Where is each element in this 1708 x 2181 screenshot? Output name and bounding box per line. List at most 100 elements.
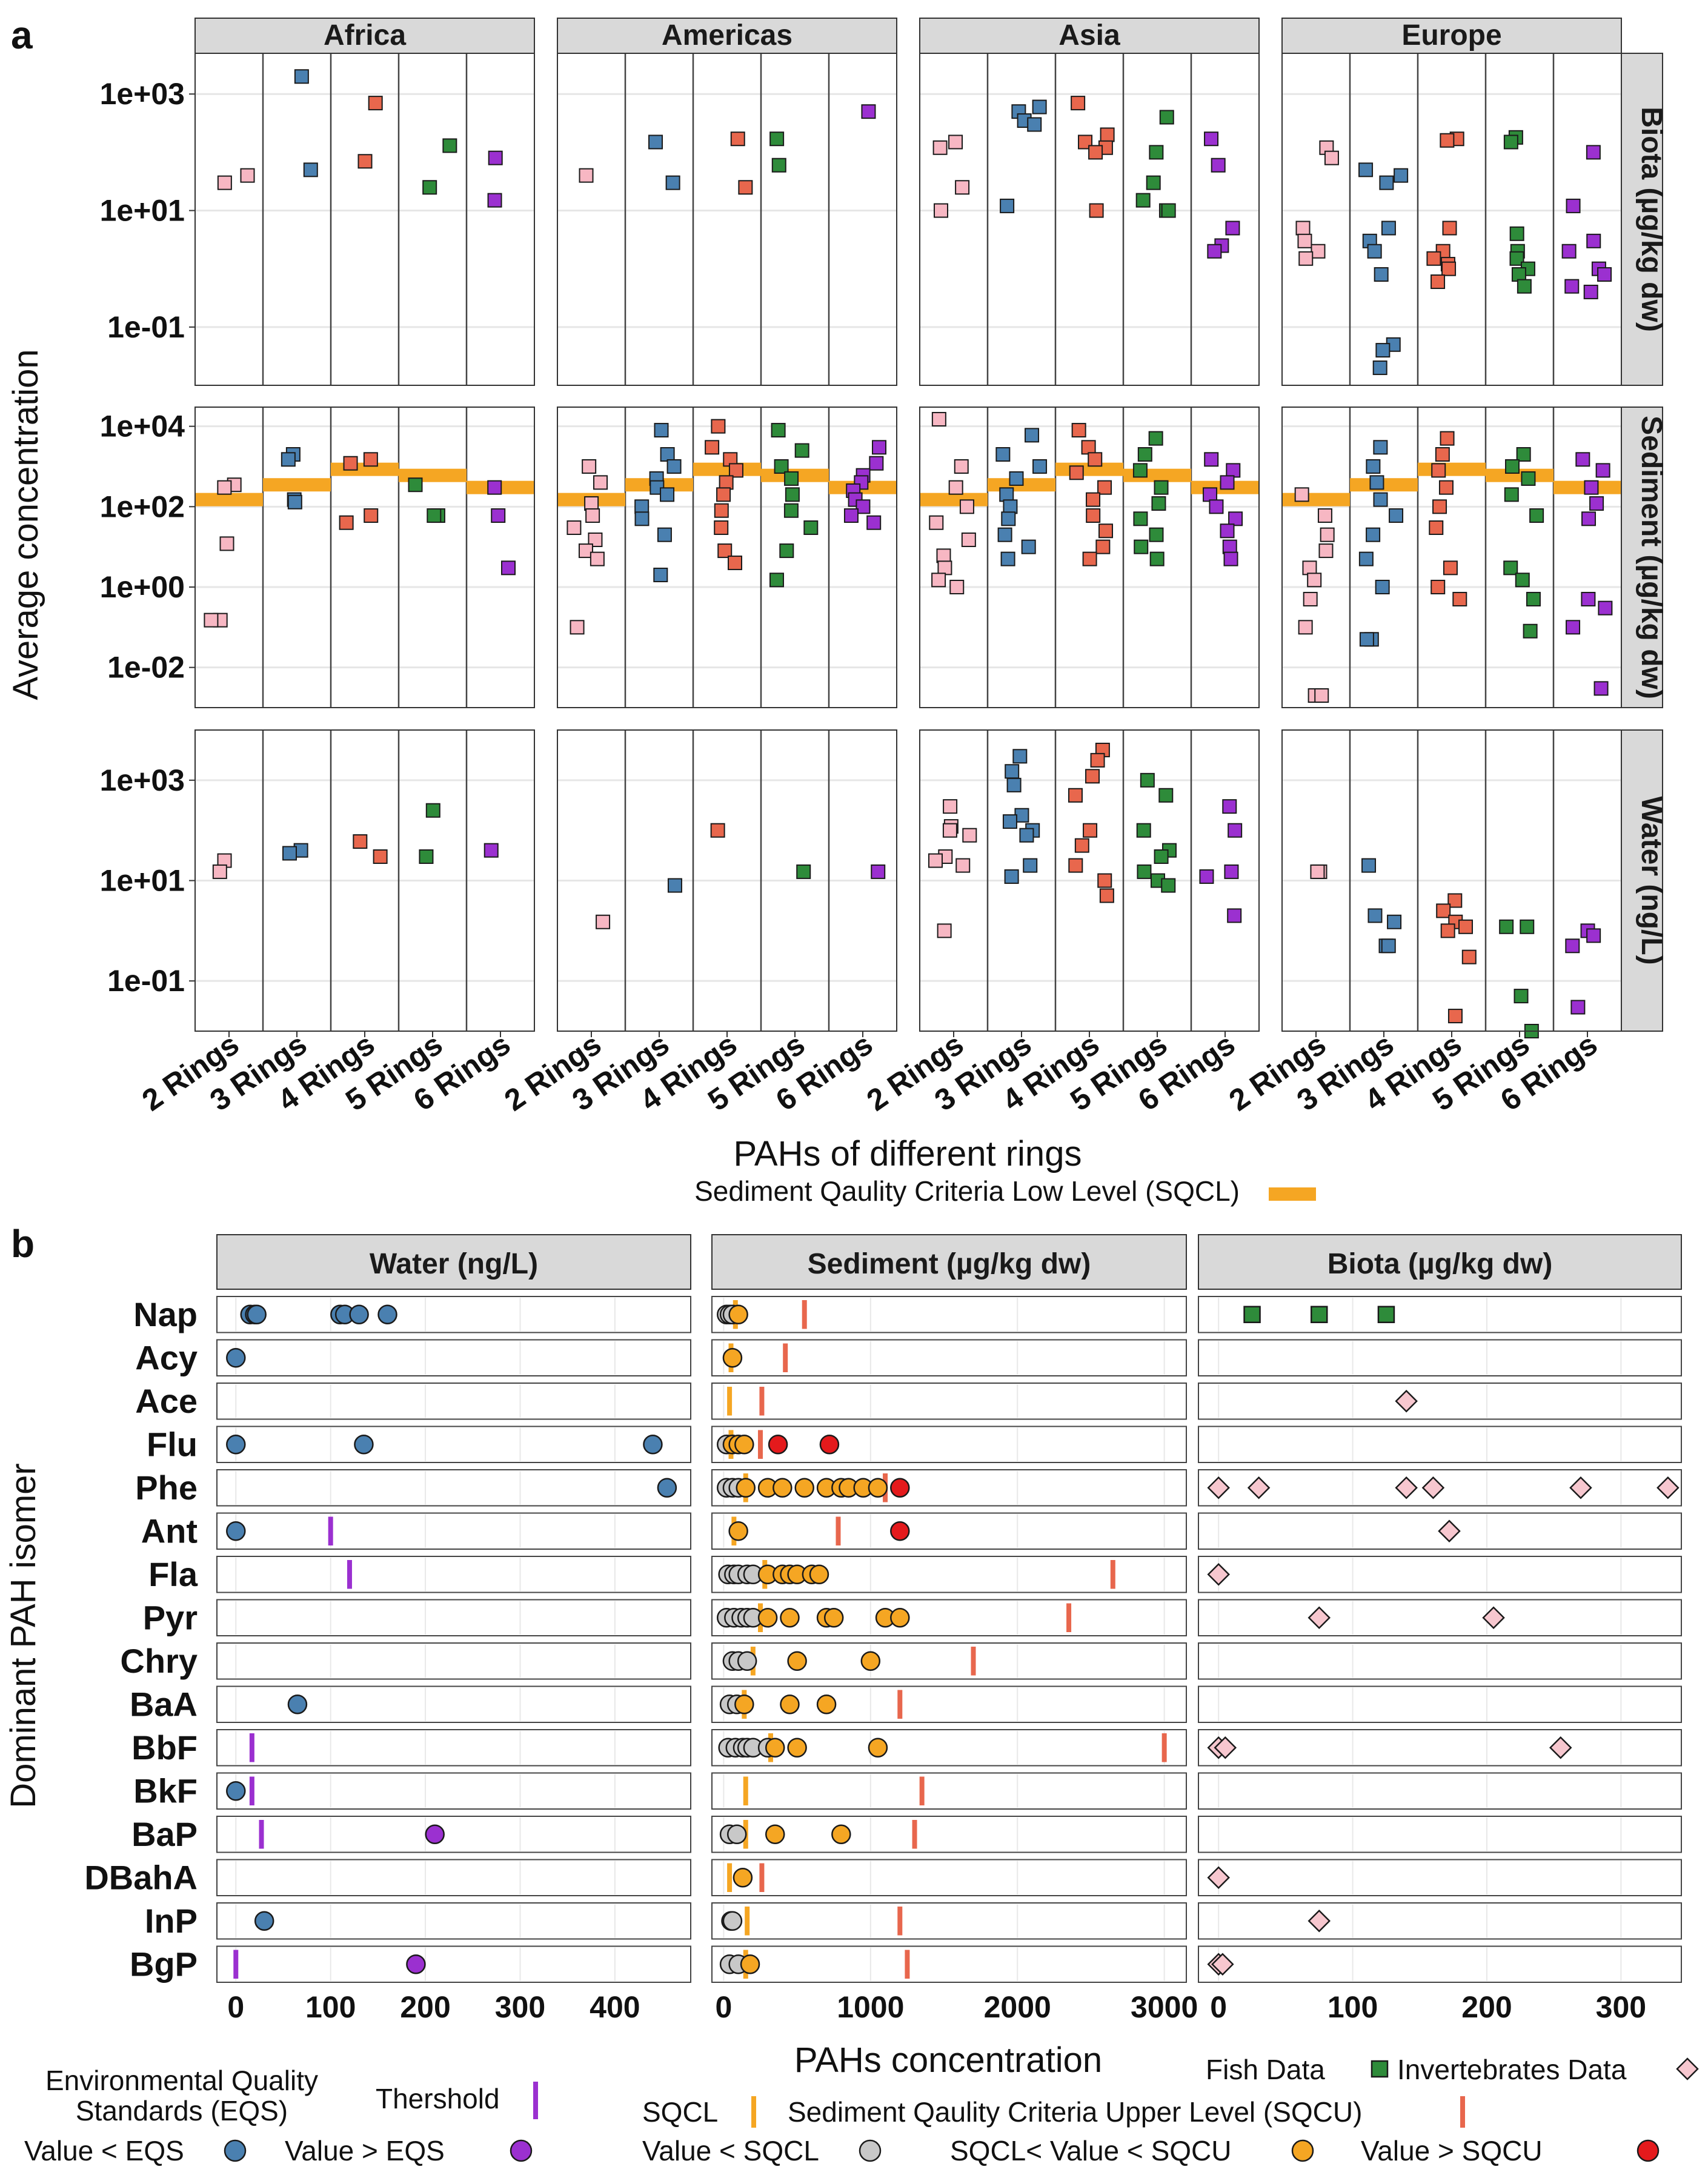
data-point — [1369, 475, 1384, 490]
data-point — [738, 180, 753, 195]
eqs-threshold-line — [249, 1776, 254, 1805]
data-point — [666, 459, 682, 474]
legend-value-gt-eqs: Value > EQS — [285, 2135, 445, 2166]
data-point — [1099, 888, 1114, 903]
legend-value-between: SQCL< Value < SQCU — [950, 2135, 1231, 2166]
water-point — [226, 1521, 246, 1541]
data-point — [948, 480, 963, 495]
isomer-row-box — [711, 1685, 1187, 1723]
data-point — [1317, 508, 1332, 523]
isomer-label: Fla — [148, 1555, 198, 1593]
data-point — [1154, 480, 1169, 495]
data-point — [1438, 480, 1454, 495]
data-point — [717, 543, 733, 559]
data-point — [771, 423, 786, 438]
isomer-label: Flu — [147, 1425, 198, 1463]
sediment-point — [780, 1695, 800, 1715]
data-point — [774, 459, 789, 474]
isomer-label: Phe — [135, 1469, 198, 1507]
sqcu-line — [759, 1863, 765, 1892]
data-point — [1069, 465, 1084, 480]
data-point — [871, 864, 886, 879]
data-point — [212, 864, 227, 879]
data-point — [1204, 131, 1219, 147]
sqcl-line — [727, 1863, 733, 1892]
sediment-point — [819, 1435, 840, 1455]
legend-invertebrates: Invertebrates Data — [1397, 2054, 1627, 2085]
data-point — [1140, 772, 1155, 788]
data-point — [1012, 749, 1028, 764]
data-point — [1223, 551, 1238, 566]
data-point — [1373, 492, 1388, 507]
data-point — [1521, 471, 1536, 486]
sediment-point — [765, 1738, 785, 1758]
sediment-point — [726, 1824, 747, 1844]
data-point — [665, 175, 680, 190]
legend-value-gt-eqs-key — [510, 2139, 533, 2162]
data-point — [783, 503, 799, 518]
data-point — [1503, 134, 1518, 150]
data-point — [634, 499, 650, 514]
data-point — [483, 843, 499, 858]
legend-eqs-line1: Environmental Quality — [45, 2065, 318, 2096]
data-point — [660, 447, 675, 462]
sqcl-bar — [1282, 493, 1350, 506]
data-point — [866, 515, 882, 530]
data-point — [1503, 560, 1518, 576]
data-point — [1584, 480, 1599, 495]
sqcu-line — [802, 1300, 807, 1329]
data-point — [1303, 591, 1318, 606]
data-point — [582, 459, 597, 474]
data-point — [357, 154, 373, 169]
data-point — [1504, 459, 1520, 474]
data-point — [1068, 858, 1083, 873]
x-tick-label: 0 — [1210, 1990, 1227, 2024]
data-point — [1581, 591, 1596, 606]
y-axis-title: Dominant PAH isomer — [4, 1463, 43, 1808]
data-point — [1452, 591, 1467, 606]
invertebrate-point — [1207, 1866, 1230, 1890]
data-point — [1082, 551, 1097, 566]
sediment-point — [736, 1478, 756, 1498]
data-point — [1375, 579, 1390, 594]
data-point — [1149, 527, 1164, 542]
data-point — [1389, 508, 1404, 523]
y-tick-label: 1e-01 — [107, 964, 185, 998]
data-point — [769, 573, 784, 588]
isomer-row-box — [216, 1902, 691, 1940]
data-point — [1311, 244, 1326, 259]
y-tick-label: 1e+03 — [100, 77, 185, 111]
invertebrate-point — [1207, 1476, 1230, 1499]
y-tick-label: 1e+02 — [100, 490, 185, 523]
data-point — [1086, 492, 1101, 507]
legend-fish-key — [1371, 2060, 1389, 2078]
legend-value-gt-sqcu: Value > SQCU — [1361, 2135, 1543, 2166]
isomer-row-box — [1198, 1426, 1682, 1463]
data-point — [363, 452, 378, 467]
data-point — [634, 511, 650, 526]
water-point — [226, 1348, 246, 1368]
sediment-point — [740, 1954, 760, 1974]
data-point — [1307, 573, 1322, 588]
data-point — [660, 487, 675, 502]
isomer-row-box — [1198, 1556, 1682, 1593]
data-point — [1375, 343, 1391, 358]
data-point — [1373, 440, 1388, 455]
isomer-label: DBahA — [84, 1858, 198, 1896]
isomer-row-box — [216, 1816, 691, 1853]
data-point — [1509, 251, 1524, 266]
data-point — [1458, 919, 1474, 934]
data-point — [588, 532, 603, 547]
data-point — [427, 508, 442, 523]
data-point — [769, 131, 785, 147]
isomer-row-box — [711, 1296, 1187, 1333]
legend-sqcu-key — [1460, 2096, 1465, 2128]
isomer-label: Nap — [133, 1295, 198, 1333]
data-point — [1161, 203, 1176, 218]
data-point — [1002, 814, 1017, 829]
sediment-point — [787, 1738, 807, 1758]
sediment-point — [737, 1651, 757, 1671]
data-point — [954, 459, 969, 474]
data-point — [1146, 175, 1161, 190]
invertebrate-point — [1569, 1476, 1592, 1499]
